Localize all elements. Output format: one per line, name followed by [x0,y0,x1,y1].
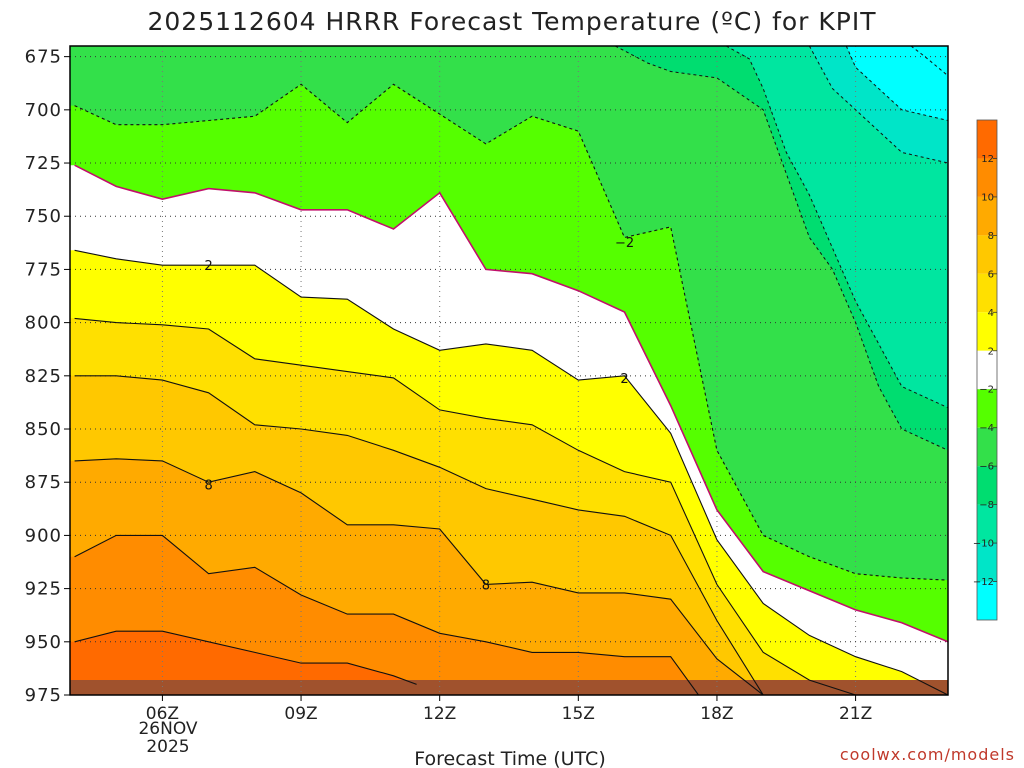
colorbar: 12 10 8 6 4 2 −2 −4 −6 −8 −10 −12 [973,119,998,621]
colorbar-tick-label: 2 [988,346,994,357]
contour-line-2 [74,249,948,695]
colorbar-segment [977,273,997,313]
y-tick-label: 975 [25,685,62,706]
contour-label: 2 [204,259,212,274]
contour-label: 8 [482,578,490,593]
colorbar-tick-label: −2 [979,385,994,396]
colorbar-segment [977,581,997,620]
y-tick-label: 850 [25,419,62,440]
colorbar-tick-label: −12 [973,577,994,588]
colorbar-segment [977,235,997,274]
x-tick-label: 09Z [284,704,317,724]
contour-line--12 [910,46,948,77]
colorbar-segment [977,350,997,390]
contour-line-12 [74,630,417,685]
colorbar-frame [976,119,998,621]
x-axis-label: Forecast Time (UTC) [414,748,605,768]
fill-zone-12 [70,631,417,695]
fill-zone--12 [911,46,948,76]
colorbar-tick-label: 10 [981,192,994,203]
fill-zone--10 [846,46,948,121]
credit-text: coolwx.com/models [840,745,1015,764]
x-tick-label: 12Z [423,704,456,724]
x-tick-label: 18Z [700,704,733,724]
colorbar-tick-label: 8 [988,231,994,242]
colorbar-tick-label: 4 [988,308,994,319]
colorbar-tick-label: 6 [988,269,994,280]
y-tick-label: 700 [25,100,62,121]
x-tick-label: 15Z [562,704,595,724]
colorbar-segment [977,196,997,236]
contour-line-6 [74,375,764,695]
contour-line--8 [808,46,948,164]
plot-frame [69,45,949,696]
contour-line--6 [725,46,948,409]
colorbar-segment [977,389,997,428]
contour-line--4 [615,46,948,451]
y-tick-label: 725 [25,153,62,174]
x-tick-label: 21Z [839,704,872,724]
date-label-day: 26NOV [138,719,197,739]
colorbar-segment [977,120,997,159]
colorbar-segment [977,427,997,467]
colorbar-segment [977,504,997,544]
colorbar-segment [977,312,997,351]
contour-line-10 [74,534,699,695]
y-tick-label: 900 [25,525,62,546]
colorbar-segment [977,158,997,197]
y-tick-label: 750 [25,206,62,227]
contour-line-0 [74,164,948,643]
plot-axes: 675 700 725 750 775 800 825 850 875 900 925 950 975 0… [25,45,949,724]
plot-contours: 2 8 8 −2 2 [74,46,948,695]
colorbar-tick-label: 12 [981,154,994,165]
x-tick-label: 06Z [146,704,179,724]
y-tick-label: 825 [25,366,62,387]
y-tick-label: 925 [25,579,62,600]
colorbar-tick-label: −6 [979,462,994,473]
contour-line--10 [845,46,948,121]
contour-line-4 [74,317,856,695]
contour-label: −2 [615,236,634,251]
y-tick-label: 775 [25,259,62,280]
y-tick-label: 950 [25,632,62,653]
colorbar-tick-label: −4 [979,423,994,434]
colorbar-segment [977,543,997,582]
plot-grid [70,46,948,696]
y-tick-label: 875 [25,472,62,493]
contour-line--2 [74,83,948,581]
contour-label: 8 [204,478,212,493]
contour-label: 2 [620,372,628,387]
contour-line-8 [74,458,764,695]
ground-strip [70,680,948,695]
colorbar-segment [977,466,997,505]
colorbar-tick-label: −10 [973,539,994,550]
y-tick-label: 800 [25,313,62,334]
colorbar-tick-label: −8 [979,500,994,511]
plot-fills [70,46,948,695]
chart-title: 2025112604 HRRR Forecast Temperature (ºC… [147,7,876,36]
date-label-year: 2025 [146,737,189,757]
y-tick-label: 675 [25,47,62,68]
